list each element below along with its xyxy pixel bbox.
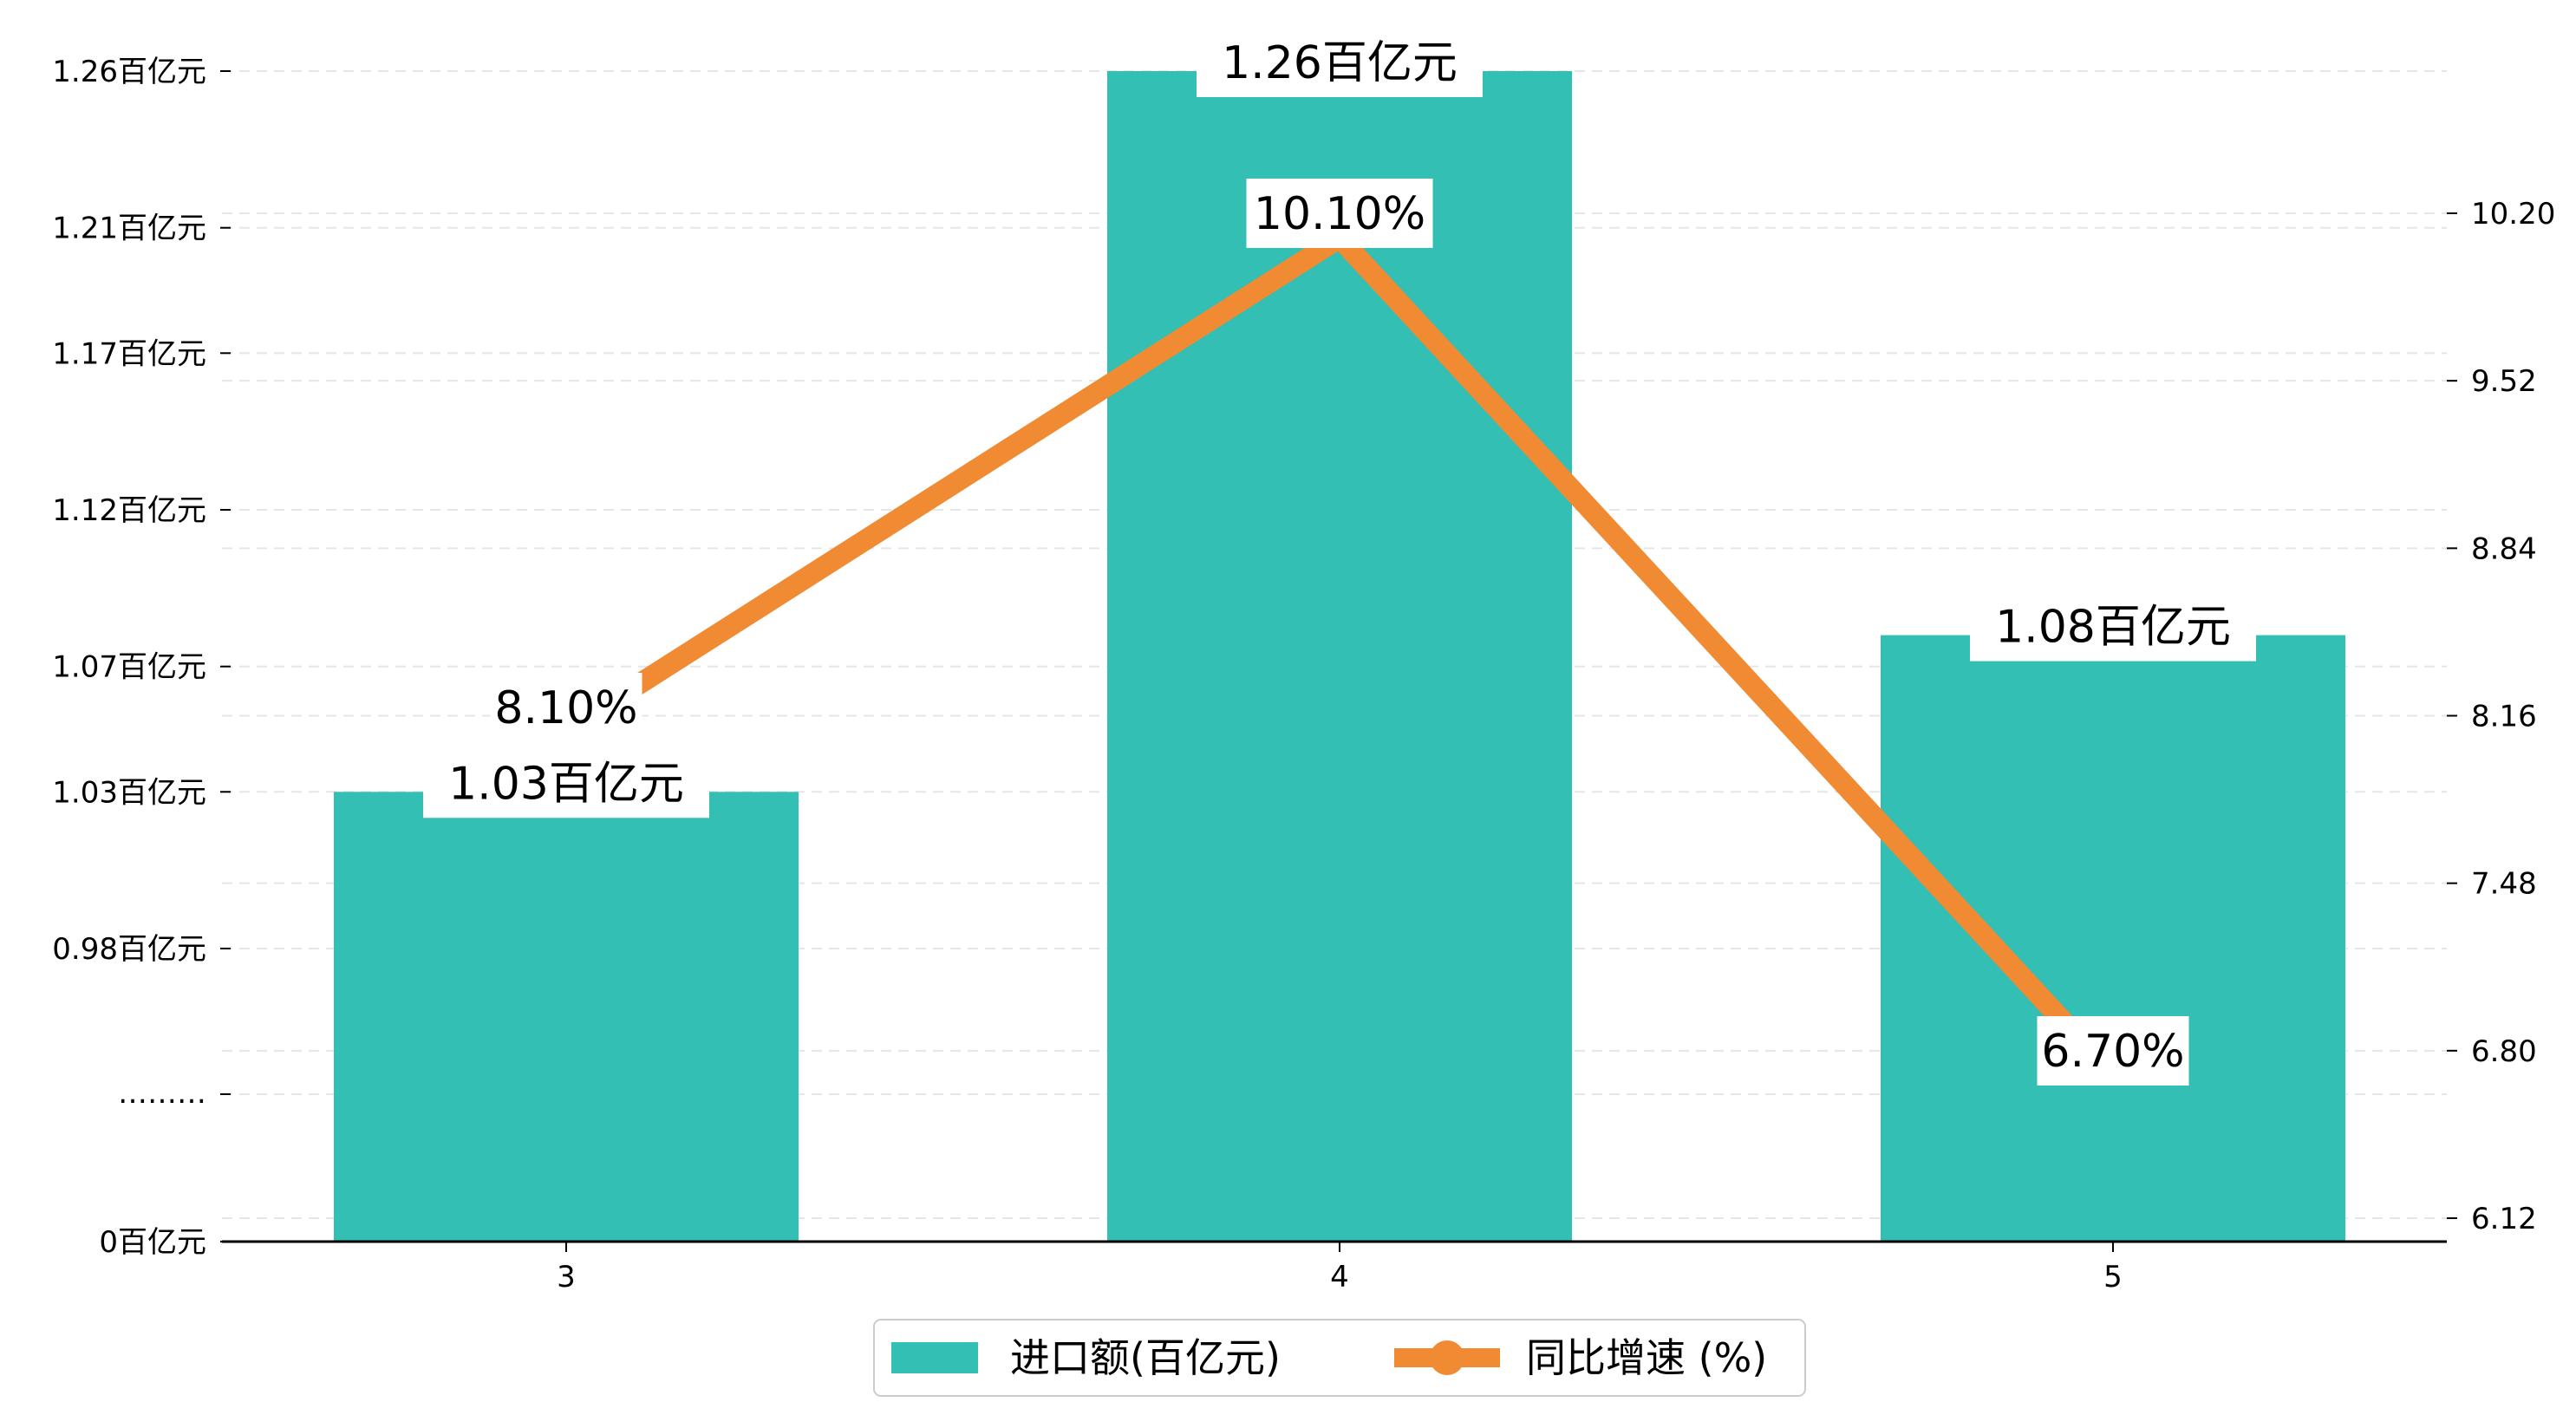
left-tick-label: 1.03百亿元 [52,775,206,810]
x-tick-label: 5 [2103,1260,2123,1294]
bar-value-label-4-group: 1.26百亿元 [1197,28,1483,97]
bar-value-label-5-group: 1.08百亿元 [1970,591,2256,662]
bar-3 [334,792,799,1242]
growth-value-label-4-group: 10.10% [1246,179,1433,248]
x-tick-label: 4 [1330,1260,1349,1294]
growth-value-label-4-box [1246,179,1433,248]
right-tick-label: 7.48 [2471,867,2537,902]
bar-value-label-4: 1.26百亿元 [1222,37,1458,89]
right-tick-label: 9.52 [2471,364,2537,399]
legend-label-line: 同比增速 (%) [1526,1334,1767,1381]
growth-value-label-3-box [490,673,642,742]
bar-value-label-3: 1.03百亿元 [448,758,684,810]
left-tick-label: 0百亿元 [99,1225,206,1260]
left-tick-label: 1.26百亿元 [52,55,206,89]
bar-5 [1881,635,2345,1242]
legend-frame [873,1319,1806,1397]
left-tick-label: 1.07百亿元 [52,650,206,685]
right-tick-label: 8.16 [2471,700,2537,734]
growth-value-label-5: 6.70% [2041,1026,2184,1078]
bar-value-label-4-box [1197,28,1483,97]
left-tick-label: 1.17百亿元 [52,336,206,371]
legend-marker-line [1430,1340,1464,1375]
right-tick-label: 8.84 [2471,531,2537,566]
left-tick-label: 1.21百亿元 [52,212,206,246]
left-tick-label: 1.12百亿元 [52,493,206,528]
legend-swatch-bars [891,1342,978,1373]
bar-value-label-5: 1.08百亿元 [1995,602,2231,654]
bar-layer [334,71,2345,1242]
bar-value-label-5-box [1970,591,2256,662]
right-tick-label: 10.20 [2471,197,2555,231]
bar-value-label-3-group: 1.03百亿元 [423,748,709,818]
growth-value-label-5-box [2037,1016,2189,1086]
axis-layer: 3 4 5 0百亿元 0.98百亿元 1.03百亿元 1.07百亿元 1.12百亿元 1.17百… [52,55,2555,1294]
growth-value-label-4: 10.10% [1254,188,1425,240]
legend-label-bars: 进口额(百亿元) [1010,1334,1281,1381]
right-tick-label: 6.12 [2471,1202,2537,1236]
bar-4 [1107,71,1572,1242]
growth-value-label-3: 8.10% [494,682,637,734]
label-layer: 1.03百亿元 1.26百亿元 1.08百亿元 8.10% 10.10% 6.70% [423,28,2256,1086]
growth-value-label-5-group: 6.70% [2037,1016,2189,1086]
x-tick-label: 3 [557,1260,576,1294]
left-tick-label: 0.98百亿元 [52,932,206,967]
growth-value-label-3-group: 8.10% [490,673,642,742]
left-axis-break-label: ……… [118,1076,206,1111]
legend: 进口额(百亿元) 同比增速 (%) [873,1319,1806,1397]
right-tick-label: 6.80 [2471,1034,2537,1069]
bar-value-label-3-box [423,748,709,818]
